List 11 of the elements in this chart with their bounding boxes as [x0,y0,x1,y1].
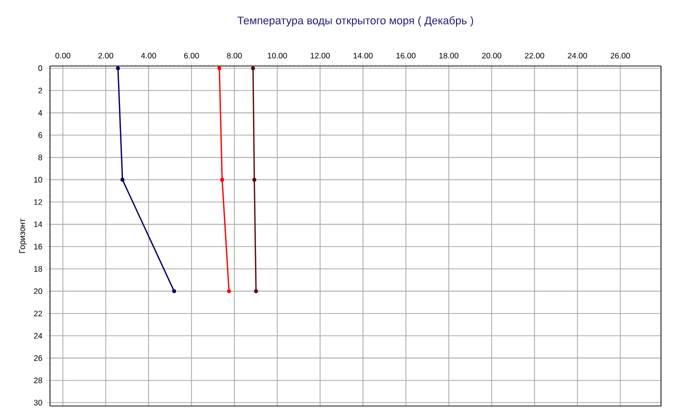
point [220,178,224,182]
point [120,178,124,182]
point [251,66,255,70]
point [252,178,256,182]
point [227,289,231,294]
y-axis-title: Горизонт [19,218,27,253]
point [217,66,222,70]
point [254,289,258,294]
chart-title: Температура воды открытого моря ( Декабрь ) [238,16,474,26]
point [116,66,120,70]
point [172,289,176,294]
